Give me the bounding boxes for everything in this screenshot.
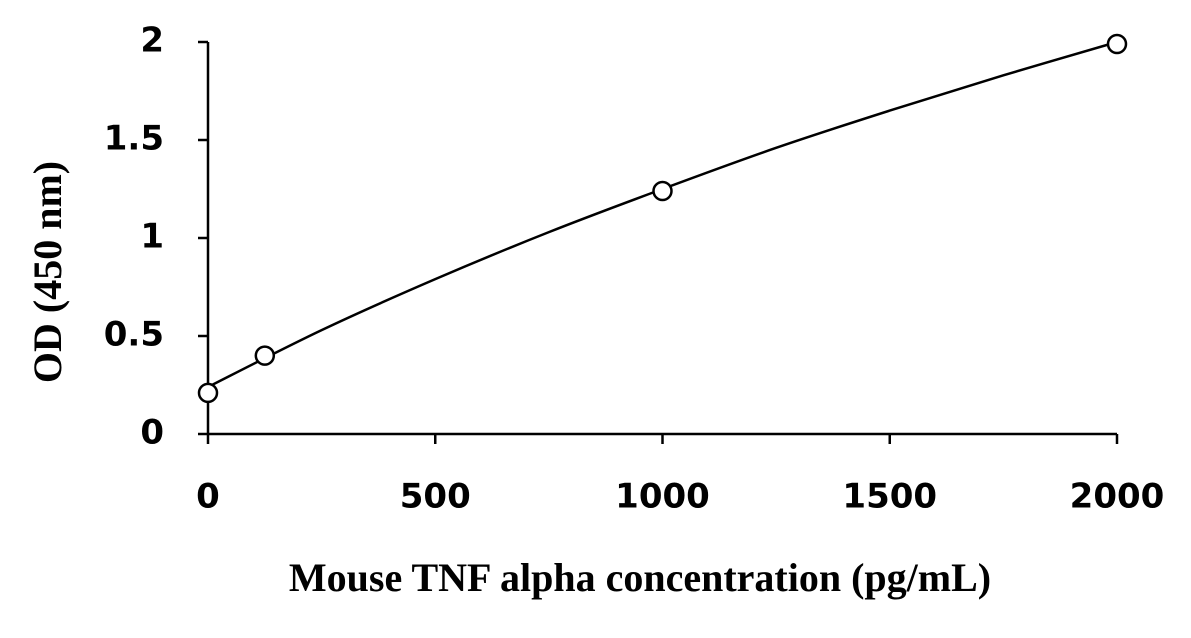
- x-tick-label: 0: [196, 477, 220, 517]
- y-tick-label: 0: [140, 413, 164, 453]
- y-axis-title: OD (450 nm): [25, 161, 70, 383]
- data-point: [197, 382, 219, 404]
- data-point: [1106, 33, 1128, 55]
- data-point: [254, 345, 276, 366]
- y-tick-label: 1.5: [104, 119, 164, 159]
- y-tick-label: 2: [140, 21, 164, 61]
- y-tick-label: 0.5: [104, 315, 164, 355]
- x-tick-label: 1500: [842, 477, 937, 517]
- x-tick-label: 500: [400, 477, 471, 517]
- y-tick-label: 1: [140, 217, 164, 257]
- x-tick-label: 2000: [1070, 477, 1165, 517]
- fit-curve: [207, 40, 1118, 389]
- x-tick-label: 1000: [615, 477, 710, 517]
- data-point: [652, 180, 673, 202]
- x-axis-title: Mouse TNF alpha concentration (pg/mL): [289, 555, 991, 600]
